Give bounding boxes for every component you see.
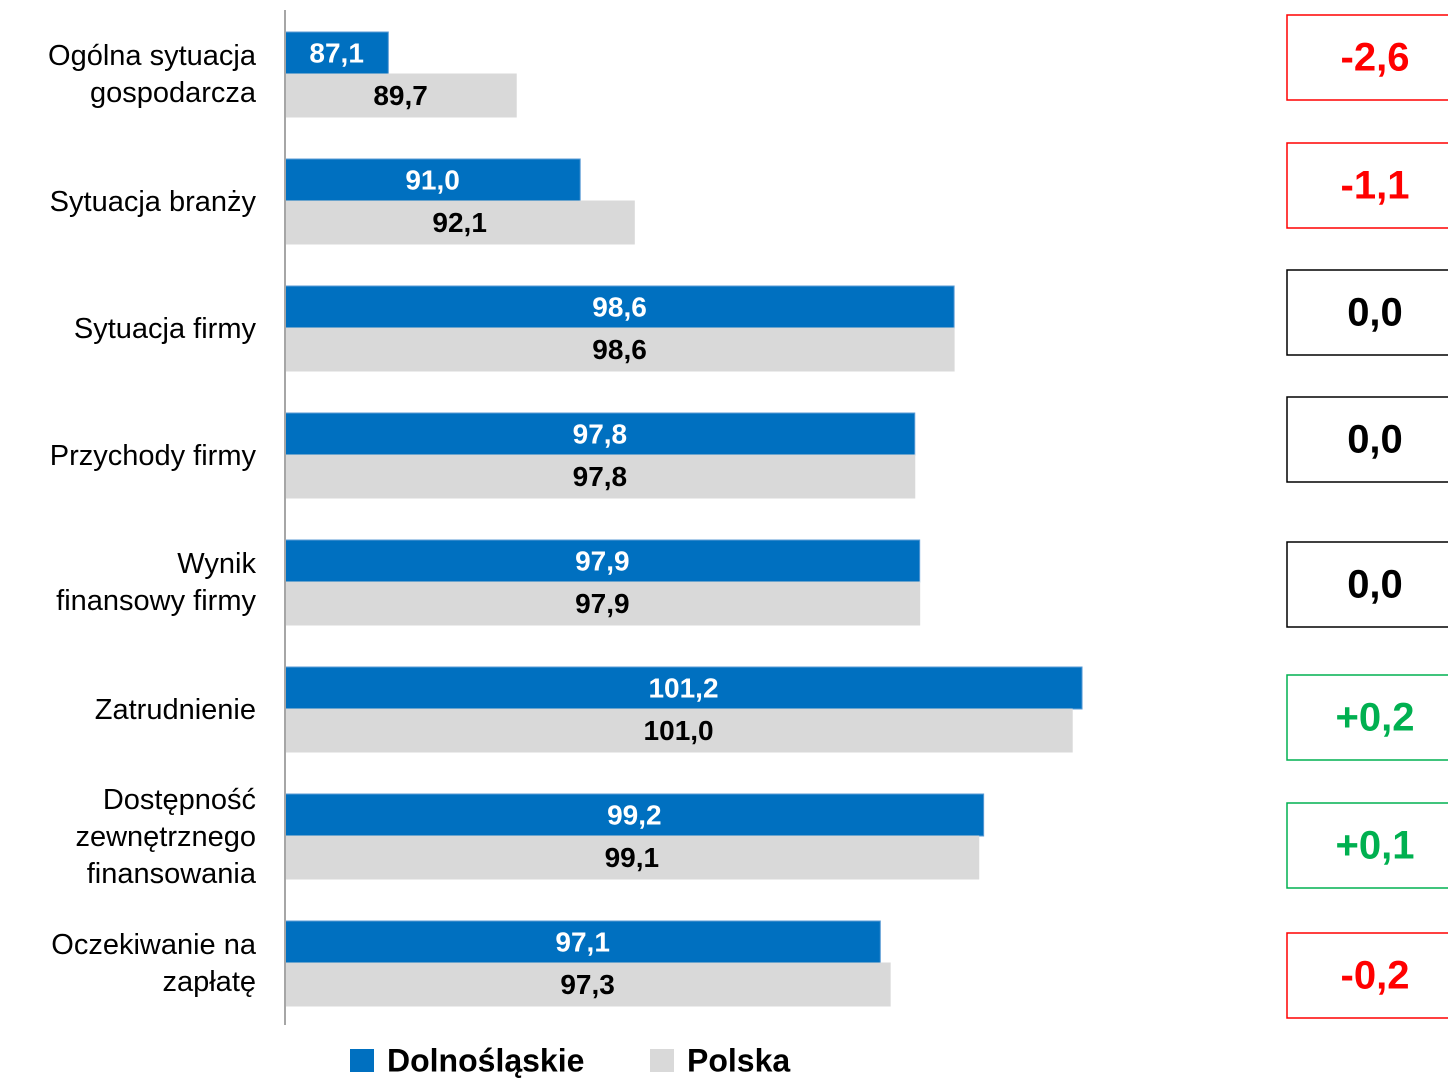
legend-label: Dolnośląskie xyxy=(387,1042,584,1078)
category-label: Ogólna sytuacja gospodarcza xyxy=(48,40,256,109)
difference-label: 0,0 xyxy=(1347,291,1403,335)
value-label: 97,9 xyxy=(575,545,630,576)
difference-box xyxy=(1286,932,1448,1019)
bar xyxy=(284,581,921,626)
difference-label: -1,1 xyxy=(1341,164,1410,208)
difference-box xyxy=(1286,674,1448,761)
value-label: 91,0 xyxy=(405,164,460,195)
bar xyxy=(284,200,635,245)
category-label: Sytuacja branży xyxy=(49,185,256,218)
value-label: 98,6 xyxy=(592,291,647,322)
value-label: 87,1 xyxy=(309,37,364,68)
value-label: 89,7 xyxy=(373,80,428,111)
value-label: 97,8 xyxy=(573,418,628,449)
value-label: 97,1 xyxy=(555,926,610,957)
bar xyxy=(284,666,1083,710)
bar xyxy=(284,73,517,118)
value-label: 98,6 xyxy=(592,334,647,365)
difference-box xyxy=(1286,541,1448,628)
bar xyxy=(284,708,1073,753)
legend-label: Polska xyxy=(687,1042,790,1078)
difference-box xyxy=(1286,802,1448,889)
value-label: 97,8 xyxy=(573,461,628,492)
legend-swatch xyxy=(650,1049,674,1072)
value-label: 97,3 xyxy=(560,969,615,1000)
category-label: Oczekiwanie na zapłatę xyxy=(51,929,256,998)
category-label: Przychody firmy xyxy=(49,439,256,472)
category-label: Zatrudnienie xyxy=(94,693,256,726)
bar xyxy=(284,285,955,329)
bar xyxy=(284,835,980,880)
value-label: 97,9 xyxy=(575,588,630,619)
legend-swatch xyxy=(350,1049,374,1072)
bar xyxy=(284,158,581,202)
bar xyxy=(284,327,955,372)
value-label: 101,2 xyxy=(648,672,718,703)
value-label: 101,0 xyxy=(644,715,714,746)
difference-box xyxy=(1286,14,1448,101)
difference-label: -2,6 xyxy=(1341,36,1410,80)
category-label: Wynik finansowy firmy xyxy=(56,548,256,617)
bar xyxy=(284,920,881,964)
category-label: Dostępność zewnętrznego finansowania xyxy=(75,783,256,890)
difference-label: +0,2 xyxy=(1336,696,1415,740)
difference-box xyxy=(1286,142,1448,229)
difference-label: +0,1 xyxy=(1336,824,1415,868)
difference-label: 0,0 xyxy=(1347,418,1403,462)
difference-label: -0,2 xyxy=(1341,954,1410,998)
bar xyxy=(284,31,389,75)
value-label: 99,2 xyxy=(607,799,662,830)
value-label: 99,1 xyxy=(605,842,660,873)
category-label: Sytuacja firmy xyxy=(73,312,256,345)
difference-box xyxy=(1286,396,1448,483)
value-label: 92,1 xyxy=(432,207,487,238)
bar xyxy=(284,793,985,837)
difference-box xyxy=(1286,269,1448,356)
difference-label: 0,0 xyxy=(1347,563,1403,607)
